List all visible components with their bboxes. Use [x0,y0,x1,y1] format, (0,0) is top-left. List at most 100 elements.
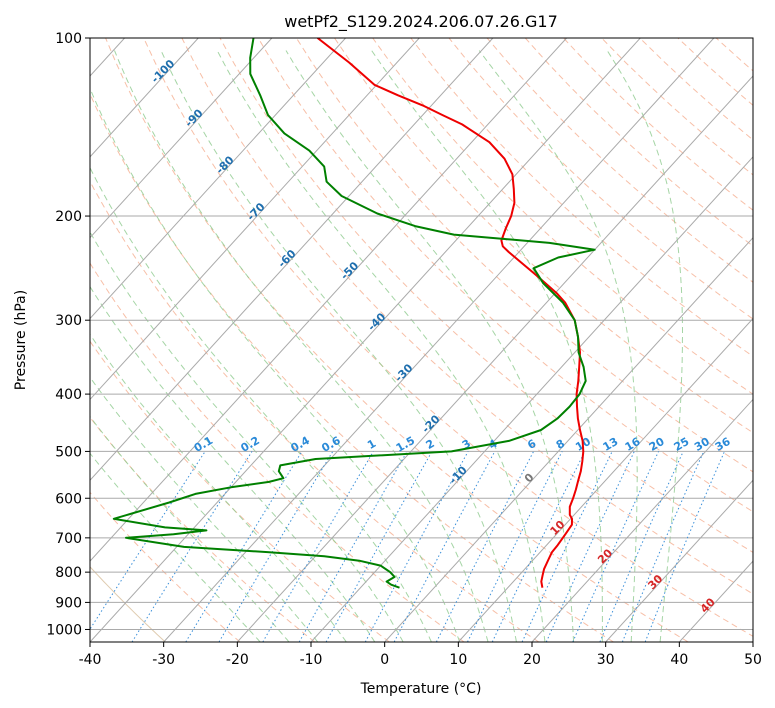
isotherm-line [752,641,753,642]
isotherm-line [531,398,753,642]
isotherm-line [678,560,753,642]
isotherm-label: -90 [182,106,205,129]
y-tick-label: 700 [55,531,82,547]
x-tick-label: 30 [597,652,615,668]
moist-adiabat-line [478,50,638,642]
isotherm-label: 20 [595,546,615,566]
dry-adiabat-line [90,262,465,642]
isotherm-line [90,38,567,562]
dry-adiabat-line [257,38,753,513]
y-axis-ticks: 100 200 300 400 500 600 700 800 900 1000 [46,31,90,638]
moist-adiabat-line [285,50,575,642]
isotherm-line [90,38,273,239]
dry-adiabat-line [181,38,753,595]
mixing-ratio-line [325,451,433,642]
x-tick-label: 40 [670,652,688,668]
isotherm-label: -40 [365,310,388,333]
mixing-ratio-line [298,451,408,642]
x-tick-label: 0 [380,652,389,668]
mixing-ratio-line [621,451,705,642]
dry-adiabat-line [90,180,540,642]
dry-adiabat-line [524,38,753,247]
moist-adiabat-line [90,376,319,642]
y-tick-label: 600 [55,491,82,507]
dry-adiabat-line [90,92,614,642]
moist-adiabat-line [90,166,432,642]
moist-adiabat-line [90,87,461,642]
isotherm-label: 40 [698,595,718,615]
moist-adiabat-line [90,285,376,642]
y-tick-label: 800 [55,565,82,581]
isotherm-line [310,156,753,642]
mixing-ratio-line [364,451,469,642]
dry-adiabat-line [677,38,753,106]
isotherm-label: -50 [338,259,361,282]
y-axis-title: Pressure (hPa) [13,290,29,390]
dry-adiabat-line [90,416,316,642]
x-tick-label: 50 [744,652,762,668]
mixing-ratio-line [393,451,496,642]
dry-adiabat-line [143,38,753,637]
moist-adiabat-line [90,333,347,642]
mixing-ratio-line [599,451,684,642]
mixing-ratio-line [545,451,635,642]
isotherm-label: 30 [645,572,665,592]
plot-frame [89,37,754,643]
grid-lines [90,38,753,642]
background-line-labels: 0.1 0.2 0.4 0.6 1 1.5 2 3 4 6 8 10 13 16 20 25 30 36-100-… [149,57,733,616]
cold-adiabat-line [90,566,166,642]
x-tick-label: -10 [300,652,323,668]
y-tick-label: 1000 [46,622,82,638]
chart-title: wetPf2_S129.2024.206.07.26.G17 [284,12,558,32]
moist-adiabat-line [371,50,603,642]
y-tick-label: 400 [55,387,82,403]
isotherm-line [163,38,715,642]
y-tick-label: 900 [55,595,82,611]
y-tick-label: 100 [55,31,82,47]
moist-adiabat-line [160,50,517,642]
mixing-ratio-line [90,451,206,631]
dry-adiabat-line [410,38,753,357]
mixing-ratio-line [185,451,303,642]
dry-adiabat-line [219,38,753,553]
mixing-ratio-line [644,451,725,642]
x-tick-label: -20 [226,652,249,668]
isotherm-label: -30 [392,361,415,384]
profile-series [112,38,596,589]
x-tick-label: 20 [523,652,541,668]
isotherm-label: -80 [213,153,236,176]
mixing-ratio-label: 1 [365,437,378,452]
isotherm-line [90,38,420,401]
y-tick-label: 300 [55,313,82,329]
mixing-ratio-label: 2 [424,437,437,452]
isotherm-label: -60 [275,247,298,270]
dry-adiabat-line [90,340,390,642]
mixing-ratio-line [435,451,535,642]
isotherm-line [90,38,199,158]
moist-adiabat-line [114,50,489,642]
x-tick-label: 10 [449,652,467,668]
temperature-line [316,38,585,588]
dry-adiabat-line [90,491,241,642]
isotherm-line [90,38,346,320]
isotherm-line [605,479,753,642]
isotherm-line [236,75,753,642]
moist-adiabat-line [90,231,404,642]
dry-adiabat-line [715,38,753,72]
dewpoint-line [112,38,596,589]
mixing-ratio-label: 6 [525,437,538,452]
moist-adiabat-line [606,50,683,642]
dry-adiabat-line [105,38,689,642]
isotherm-line [90,38,494,482]
dry-adiabat-line [334,38,753,434]
dry-adiabat-line [448,38,753,320]
x-tick-label: -40 [79,652,102,668]
isotherm-label: -20 [419,412,442,435]
x-axis-ticks: -40 -30 -20 -10 0 10 20 30 40 50 [79,642,762,668]
isotherm-label: -70 [244,200,267,223]
isotherm-line [457,317,753,642]
dry-adiabat-line [372,38,753,395]
y-tick-label: 200 [55,209,82,225]
isotherm-label: -100 [149,57,178,86]
